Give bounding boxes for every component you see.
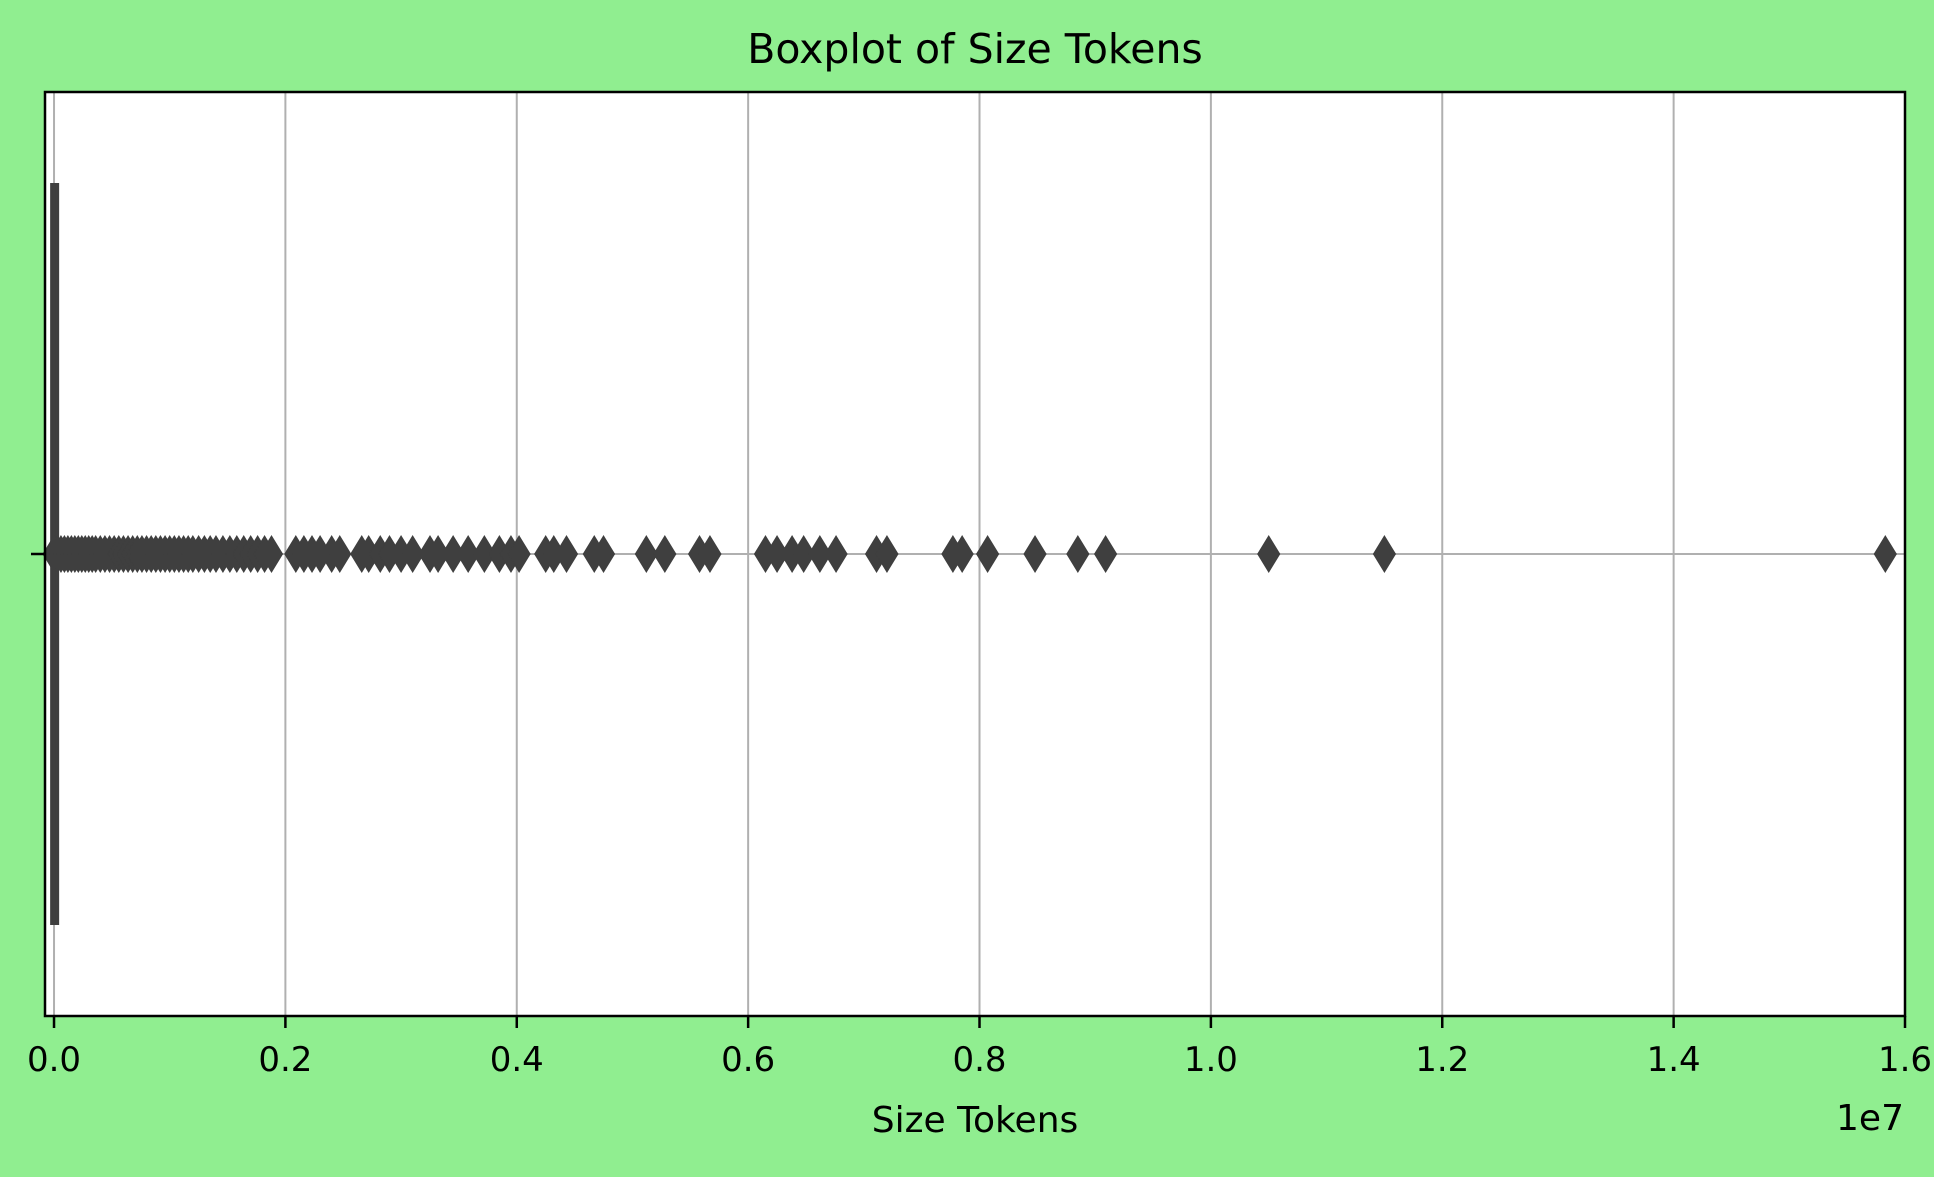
outlier-point — [1873, 535, 1897, 573]
outlier-point — [259, 535, 284, 573]
outlier-point — [950, 535, 974, 573]
outlier-point — [507, 535, 531, 573]
x-axis-offset-label: 1e7 — [1836, 1098, 1904, 1139]
x-tick-label: 1.2 — [1415, 1040, 1469, 1080]
outlier-point — [1094, 535, 1118, 573]
x-tick-label: 0.8 — [952, 1040, 1006, 1080]
outlier-point — [875, 535, 899, 573]
x-tick-label: 1.6 — [1878, 1040, 1932, 1080]
x-tick-label: 1.4 — [1647, 1040, 1701, 1080]
x-tick-label: 0.2 — [258, 1040, 312, 1080]
x-tick-label: 0.4 — [490, 1040, 544, 1080]
outlier-point — [1066, 535, 1090, 573]
outlier-points — [42, 535, 1897, 573]
x-tick-label: 0.0 — [27, 1040, 81, 1080]
outlier-point — [792, 535, 816, 573]
x-tick-label: 1.0 — [1184, 1040, 1238, 1080]
outlier-point — [1257, 535, 1281, 573]
outlier-point — [653, 535, 677, 573]
outlier-point — [976, 535, 1000, 573]
outlier-point — [456, 535, 480, 573]
outlier-point — [554, 535, 579, 573]
outlier-point — [401, 535, 425, 573]
x-axis-label: Size Tokens — [872, 1100, 1079, 1141]
outlier-point — [634, 535, 658, 573]
outlier-point — [1372, 535, 1396, 573]
outlier-point — [328, 535, 352, 573]
outlier-point — [1023, 535, 1047, 573]
x-tick-label: 0.6 — [721, 1040, 775, 1080]
outlier-point — [808, 535, 832, 573]
outlier-point — [698, 535, 722, 573]
chart-title: Boxplot of Size Tokens — [747, 25, 1203, 73]
outlier-point — [591, 535, 616, 573]
x-axis-ticks: 0.0 0.2 0.4 0.6 0.8 1.0 1.2 1.4 1.6 — [27, 1016, 1932, 1080]
outlier-point — [824, 535, 848, 573]
